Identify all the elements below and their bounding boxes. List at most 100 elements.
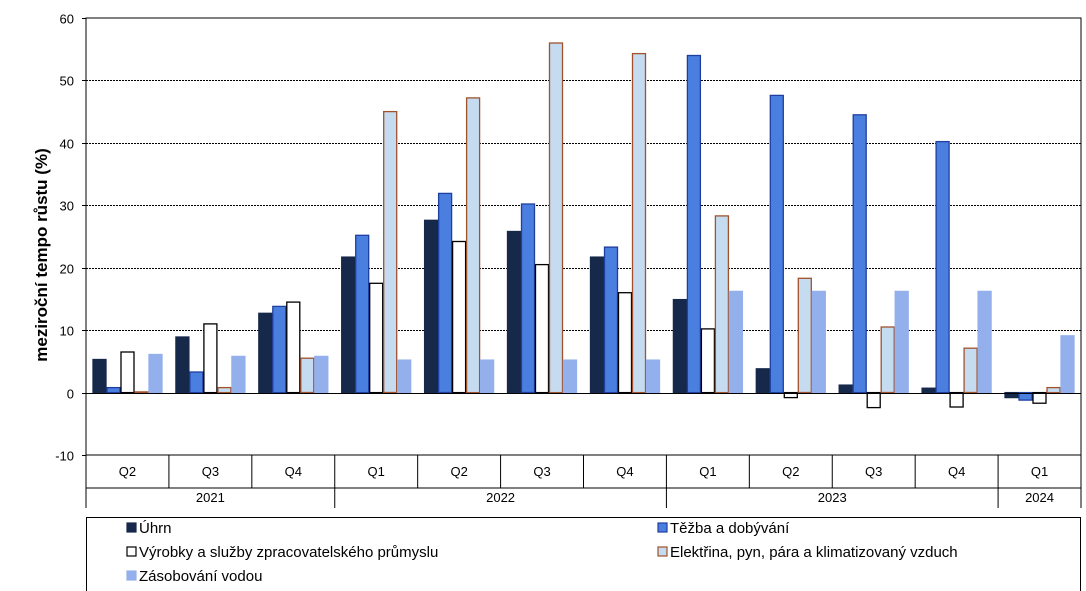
bar-series-1 [1004, 391, 1019, 399]
bar-series-3 [949, 391, 964, 408]
legend-swatch [126, 570, 137, 581]
legend-label: Zásobování vodou [139, 568, 262, 585]
bar-series-5 [479, 359, 495, 394]
legend-label: Úhrn [139, 520, 172, 537]
bar-series-4 [217, 386, 232, 394]
year-label: 2022 [486, 490, 515, 505]
bar-series-4 [714, 215, 730, 394]
bar-series-2 [852, 114, 867, 394]
bar-series-4 [383, 110, 398, 394]
bar-series-2 [935, 140, 950, 394]
y-tick-label: 50 [60, 74, 74, 89]
x-tick-label: Q2 [782, 464, 799, 479]
bar-series-1 [506, 230, 522, 394]
x-tick-label: Q4 [616, 464, 633, 479]
bar-series-1 [921, 387, 936, 394]
bar-series-2 [437, 192, 453, 394]
bar-series-1 [341, 256, 356, 394]
bar-series-3 [783, 391, 798, 399]
bars-layer [92, 42, 1075, 409]
bar-series-2 [603, 246, 619, 394]
y-tick-label: 60 [60, 12, 74, 27]
bar-series-4 [880, 326, 895, 394]
legend-swatch [126, 522, 137, 533]
y-tick-label: 10 [60, 324, 74, 339]
x-tick-label: Q2 [450, 464, 467, 479]
bar-series-2 [189, 371, 204, 394]
legend-label: Elektřina, pyn, pára a klimatizovaný vzd… [670, 544, 958, 561]
bar-series-5 [645, 359, 661, 394]
bar-series-4 [963, 347, 978, 394]
bar-series-3 [700, 328, 716, 394]
bar-series-1 [755, 368, 770, 394]
x-tick-label: Q3 [865, 464, 882, 479]
x-tick-label: Q1 [368, 464, 385, 479]
bar-series-4 [797, 277, 812, 394]
legend-label: Těžba a dobývání [670, 520, 790, 537]
bar-series-2 [520, 203, 536, 394]
y-axis-title: meziroční tempo růstu (%) [32, 148, 51, 361]
year-label: 2023 [818, 490, 847, 505]
bar-series-1 [92, 358, 107, 394]
x-tick-label: Q4 [285, 464, 302, 479]
bar-series-4 [548, 42, 564, 394]
year-label: 2024 [1025, 490, 1054, 505]
y-tick-label: 30 [60, 199, 74, 214]
x-tick-label: Q1 [1031, 464, 1048, 479]
legend-swatch [126, 546, 137, 557]
bar-series-2 [355, 234, 370, 394]
bar-series-1 [423, 219, 439, 394]
bar-series-2 [769, 94, 784, 394]
bar-series-5 [397, 359, 412, 394]
bar-series-5 [1060, 335, 1075, 394]
bar-series-1 [589, 256, 605, 394]
y-tick-label: 20 [60, 262, 74, 277]
bar-series-5 [977, 290, 992, 394]
bar-series-3 [286, 301, 301, 394]
legend-label: Výrobky a služby zpracovatelského průmys… [139, 544, 438, 561]
bar-series-4 [465, 97, 481, 394]
bar-series-4 [631, 52, 647, 394]
bar-series-3 [534, 263, 550, 394]
bar-series-2 [272, 305, 287, 394]
y-tick-label: 40 [60, 137, 74, 152]
bar-series-3 [203, 323, 218, 394]
bar-series-3 [866, 391, 881, 409]
grid-layer [86, 80, 1081, 331]
bar-series-2 [106, 386, 121, 394]
bar-series-3 [617, 292, 633, 394]
bar-series-4 [1046, 386, 1061, 394]
bar-series-5 [562, 359, 578, 394]
x-tick-label: Q3 [202, 464, 219, 479]
bar-series-5 [728, 290, 744, 394]
bar-series-5 [314, 355, 329, 394]
bar-series-5 [811, 290, 826, 394]
x-tick-label: Q2 [119, 464, 136, 479]
bar-series-1 [175, 336, 190, 394]
legend-swatch [657, 546, 668, 557]
legend: Úhrn Těžba a dobývání Výrobky a služby zpr… [86, 517, 1081, 591]
bar-series-4 [300, 357, 315, 394]
bar-series-5 [148, 353, 163, 394]
y-tick-label: -10 [55, 449, 74, 464]
bar-series-3 [1032, 391, 1047, 404]
bar-series-5 [231, 355, 246, 394]
x-tick-label: Q1 [699, 464, 716, 479]
bar-series-1 [838, 384, 853, 394]
x-tick-label: Q4 [948, 464, 965, 479]
bar-series-2 [1018, 391, 1033, 401]
year-label: 2021 [196, 490, 225, 505]
axes-layer: -10 0 10 20 30 40 50 60 Q2 Q3 Q4 Q1 Q2 Q3 Q4 Q1 Q2 Q3 Q4 Q1… [55, 12, 1082, 508]
y-tick-label: 0 [67, 387, 74, 402]
bar-series-4 [134, 391, 149, 394]
bar-series-3 [451, 240, 467, 394]
legend-swatch [657, 522, 668, 533]
bar-series-5 [894, 290, 909, 394]
bar-series-1 [672, 298, 688, 394]
bar-series-3 [120, 351, 135, 394]
bar-series-2 [686, 54, 702, 394]
bar-series-1 [258, 312, 273, 394]
legend-box [86, 517, 1081, 591]
bar-series-3 [369, 282, 384, 394]
